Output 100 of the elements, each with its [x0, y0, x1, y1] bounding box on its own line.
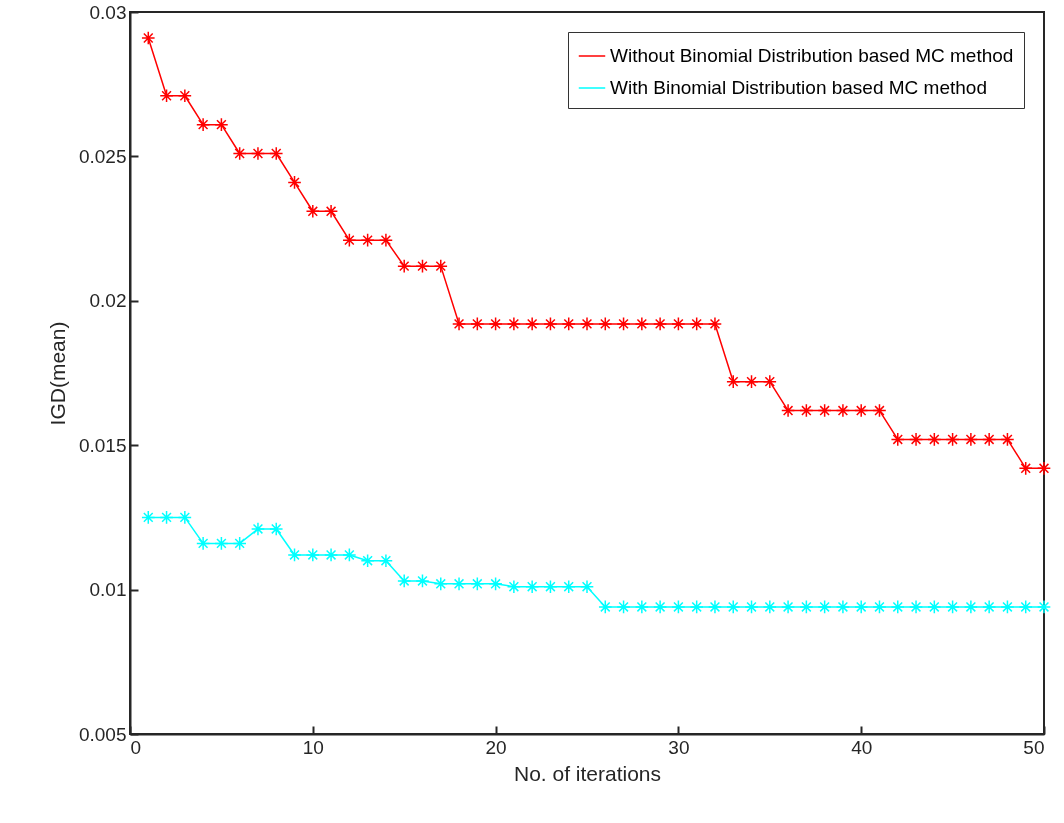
point [1000, 432, 1015, 447]
point [214, 536, 229, 551]
y-tick-label: 0.02 [89, 290, 127, 312]
point [397, 573, 412, 589]
point [982, 432, 997, 447]
point [196, 536, 211, 551]
point [543, 579, 558, 594]
x-tick-label: 40 [851, 736, 873, 758]
point [159, 88, 174, 103]
point [305, 204, 320, 219]
point [433, 576, 448, 591]
point [360, 233, 375, 248]
point [506, 316, 521, 331]
x-axis-title: No. of iterations [513, 761, 662, 785]
point [378, 553, 393, 568]
point [232, 536, 247, 551]
point [945, 599, 960, 614]
point [963, 432, 978, 447]
point [927, 599, 942, 614]
point [872, 599, 887, 614]
point [1000, 599, 1015, 614]
x-tick-label: 10 [302, 736, 324, 758]
point [854, 403, 869, 418]
point [488, 576, 503, 591]
point [397, 259, 412, 274]
point [744, 599, 759, 614]
point [817, 599, 832, 614]
point [671, 316, 686, 331]
point [982, 599, 997, 614]
y-tick-label: 0.025 [78, 145, 127, 167]
point [269, 146, 284, 161]
point [598, 599, 613, 614]
point [305, 547, 320, 563]
point [287, 547, 302, 563]
point [232, 146, 247, 161]
point [634, 599, 649, 614]
point [561, 579, 576, 594]
point [1036, 461, 1052, 476]
y-tick-label: 0.03 [89, 1, 127, 23]
point [671, 599, 686, 614]
point [835, 403, 850, 418]
point [616, 599, 631, 614]
point [177, 88, 192, 103]
point [835, 599, 850, 614]
point [963, 599, 978, 614]
point [707, 316, 723, 331]
point [726, 374, 741, 389]
point [214, 117, 229, 132]
x-tick-label: 30 [668, 736, 690, 758]
point [250, 146, 266, 161]
y-tick-label: 0.005 [78, 723, 127, 745]
point [616, 316, 631, 331]
x-tick-label: 20 [485, 736, 507, 758]
point [908, 599, 924, 614]
y-axis-title: IGD(mean) [45, 321, 69, 426]
point [470, 576, 485, 591]
point [543, 316, 558, 331]
point [525, 579, 540, 594]
point [579, 316, 595, 331]
legend-label: Without Binomial Distribution based MC method [610, 45, 1014, 66]
point [1018, 461, 1033, 476]
point [744, 374, 759, 389]
point [360, 553, 375, 568]
point [415, 259, 430, 274]
point [378, 233, 393, 248]
point [817, 403, 832, 418]
point [415, 573, 430, 589]
point [159, 510, 174, 525]
point [1018, 599, 1033, 614]
point [762, 599, 777, 614]
point [525, 316, 540, 331]
y-tick-label: 0.015 [78, 434, 127, 456]
point [342, 547, 357, 563]
point [433, 259, 448, 274]
point [196, 117, 211, 132]
point [579, 579, 595, 594]
point [890, 432, 905, 447]
point [177, 510, 192, 525]
point [342, 233, 357, 248]
point [561, 316, 576, 331]
point [872, 403, 887, 418]
point [781, 599, 796, 614]
point [324, 547, 339, 563]
point [488, 316, 503, 331]
point [689, 316, 704, 331]
point [250, 521, 266, 537]
point [945, 432, 960, 447]
point [141, 510, 156, 525]
point [799, 599, 814, 614]
point [287, 175, 302, 190]
point [451, 576, 467, 591]
point [799, 403, 814, 418]
point [653, 316, 668, 331]
point [762, 374, 777, 389]
point [451, 316, 467, 331]
point [470, 316, 485, 331]
point [269, 521, 284, 537]
point [324, 204, 339, 219]
x-tick-label: 50 [1023, 736, 1045, 758]
point [1036, 599, 1052, 614]
